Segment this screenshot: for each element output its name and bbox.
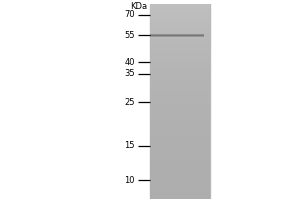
Text: 25: 25 <box>124 98 135 107</box>
Text: 10: 10 <box>124 176 135 185</box>
Bar <box>150 4 210 199</box>
Text: 15: 15 <box>124 141 135 150</box>
Text: 35: 35 <box>124 69 135 78</box>
Text: 40: 40 <box>124 58 135 67</box>
Text: KDa: KDa <box>130 2 147 11</box>
Text: 70: 70 <box>124 10 135 19</box>
Text: 55: 55 <box>124 31 135 40</box>
